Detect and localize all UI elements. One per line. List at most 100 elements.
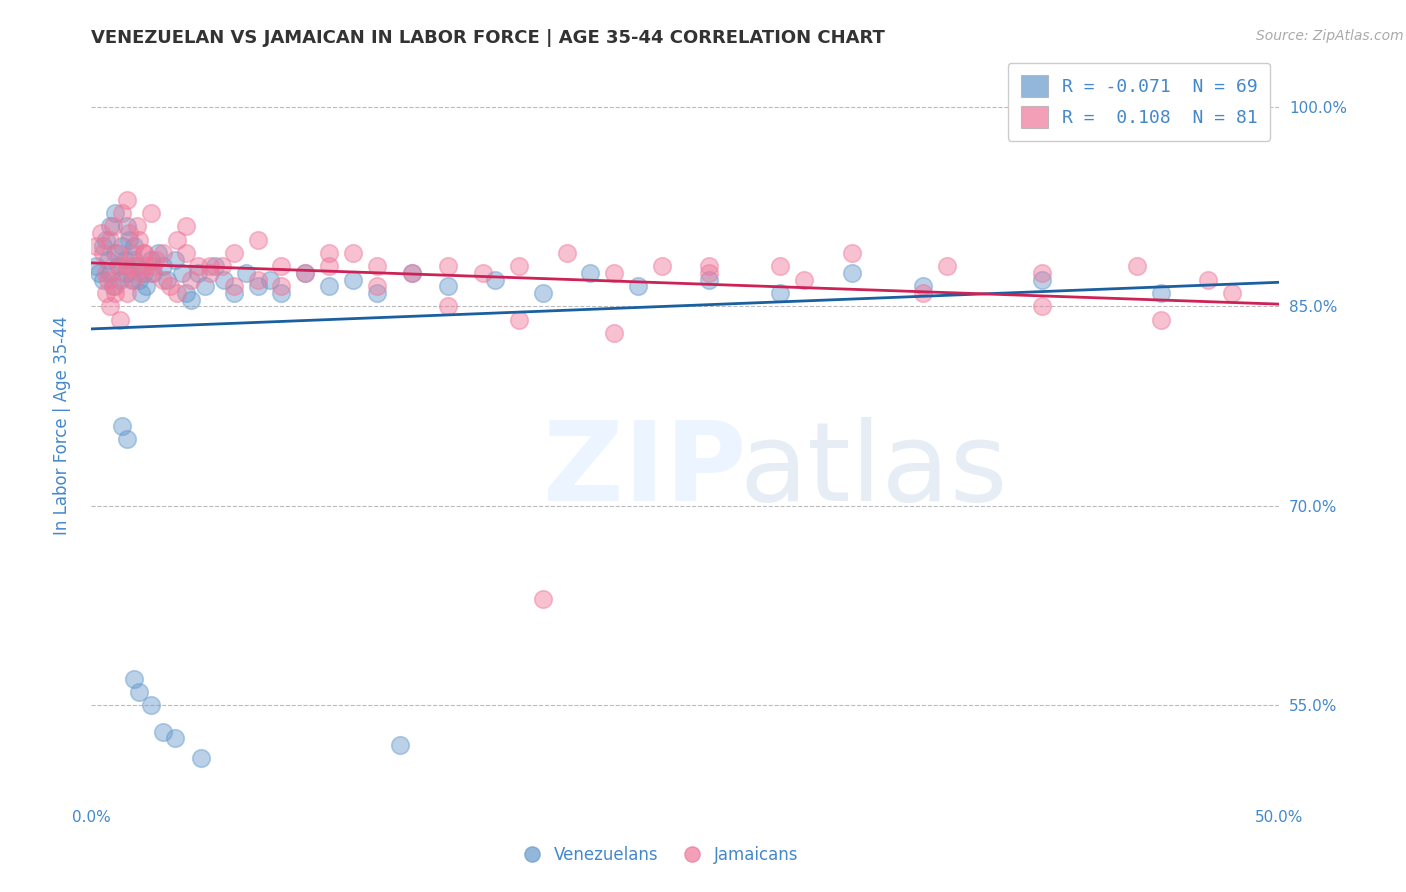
Y-axis label: In Labor Force | Age 35-44: In Labor Force | Age 35-44 [52,317,70,535]
Point [107,246,129,260]
Point [508,312,530,326]
Text: ZIP: ZIP [543,417,747,524]
Point [436,260,458,274]
Point [139,252,162,267]
Point [122,239,145,253]
Point [1126,260,1149,274]
Point [697,272,720,286]
Point [139,266,162,280]
Point [935,260,957,274]
Point [163,731,186,746]
Point [294,266,316,280]
Point [627,279,650,293]
Point [697,260,720,274]
Point [132,246,155,260]
Point [108,260,131,274]
Point [436,279,458,293]
Point [152,260,174,274]
Point [145,252,167,267]
Point [84,260,107,274]
Point [104,285,127,300]
Point [180,272,202,286]
Point [1149,285,1171,300]
Point [129,266,152,280]
Point [1220,285,1243,300]
Point [101,279,124,293]
Legend: R = -0.071  N = 69, R =  0.108  N = 81: R = -0.071 N = 69, R = 0.108 N = 81 [1008,62,1271,141]
Point [84,239,107,253]
Point [366,279,388,293]
Point [107,260,129,274]
Point [122,260,145,274]
Point [911,279,934,293]
Point [132,246,155,260]
Point [651,260,673,274]
Point [1031,272,1053,286]
Point [111,419,134,434]
Point [115,260,138,274]
Point [270,279,292,293]
Point [122,672,145,686]
Text: Source: ZipAtlas.com: Source: ZipAtlas.com [1256,29,1403,44]
Point [135,279,157,293]
Point [129,285,152,300]
Point [97,272,120,286]
Point [1197,272,1219,286]
Point [100,219,122,234]
Point [222,285,245,300]
Point [142,260,165,274]
Point [508,260,530,274]
Point [911,285,934,300]
Point [166,285,188,300]
Point [114,252,136,267]
Point [115,285,138,300]
Point [294,266,316,280]
Point [389,738,412,752]
Point [793,272,815,286]
Point [187,260,209,274]
Point [104,279,127,293]
Point [94,266,117,280]
Point [270,260,292,274]
Point [118,233,141,247]
Point [342,272,364,286]
Point [139,698,162,713]
Point [531,591,554,606]
Point [104,206,127,220]
Point [111,239,134,253]
Point [246,279,269,293]
Point [270,285,292,300]
Point [100,299,122,313]
Point [697,266,720,280]
Point [115,432,138,446]
Point [90,226,112,240]
Point [122,272,145,286]
Point [163,252,186,267]
Point [87,266,110,280]
Point [472,266,495,280]
Point [91,272,114,286]
Point [401,266,423,280]
Legend: Venezuelans, Jamaicans: Venezuelans, Jamaicans [517,839,804,871]
Point [128,233,150,247]
Point [152,246,174,260]
Point [769,285,792,300]
Point [259,272,281,286]
Point [128,272,150,286]
Point [132,266,155,280]
Point [194,279,217,293]
Point [436,299,458,313]
Point [101,219,124,234]
Point [531,285,554,300]
Point [166,233,188,247]
Point [1031,299,1053,313]
Point [176,285,198,300]
Point [100,266,122,280]
Point [122,252,145,267]
Point [190,751,212,765]
Point [159,279,181,293]
Point [176,219,198,234]
Point [115,266,138,280]
Point [121,272,143,286]
Point [1149,312,1171,326]
